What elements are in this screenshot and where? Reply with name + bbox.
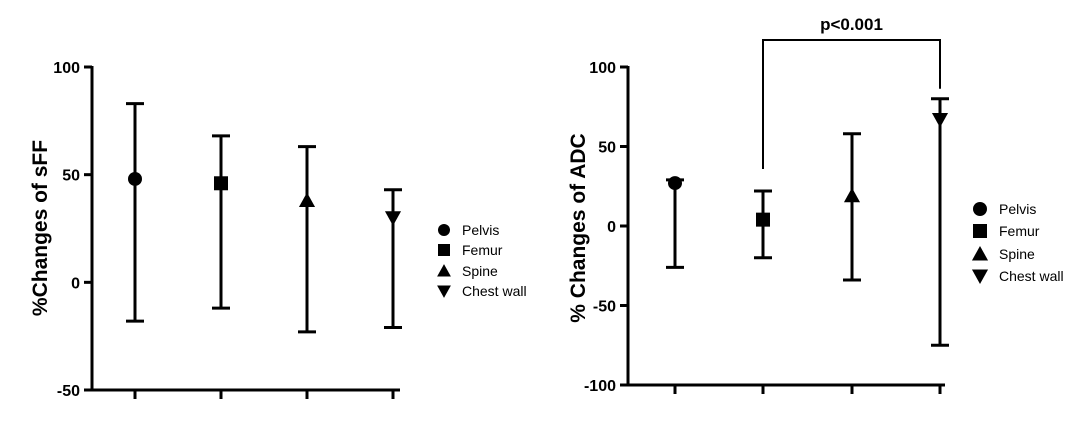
adc-point-spine: [843, 132, 861, 282]
adc-marker-femur: [756, 212, 770, 227]
sff-legend-label-chest-wall: Chest wall: [462, 283, 527, 299]
adc-legend-label-chest-wall: Chest wall: [999, 268, 1064, 284]
sff-point-pelvis: [126, 102, 144, 323]
adc-legend-label-pelvis: Pelvis: [999, 201, 1036, 217]
adc-marker-pelvis: [668, 176, 682, 191]
sff-y-tick-label-50: -50: [57, 383, 80, 400]
sff-point-chest-wall: [384, 188, 402, 330]
sff-marker-spine: [298, 192, 316, 207]
sff-legend-label-femur: Femur: [462, 242, 503, 258]
adc-significance-bracket: p<0.001: [762, 15, 941, 170]
sff-marker-pelvis: [128, 171, 142, 186]
sff-y-tick-label-0: 0: [71, 275, 80, 292]
sff-point-spine: [298, 145, 316, 334]
adc-legend: Pelvis Femur Spine Chest wall: [971, 201, 1064, 285]
chart-sff: -50 0 50 100 %Changes of sFF Pelvis Femur Spine…: [29, 60, 527, 400]
sff-legend-label-pelvis: Pelvis: [462, 222, 499, 238]
sff-legend-marker-femur: [438, 244, 450, 256]
adc-marker-chest-wall: [931, 113, 949, 128]
adc-marker-spine: [843, 187, 861, 203]
adc-y-tick-label-50: -50: [593, 299, 616, 316]
adc-point-pelvis: [666, 176, 684, 269]
adc-point-chest-wall: [931, 97, 949, 347]
sff-legend: Pelvis Femur Spine Chest wall: [437, 222, 527, 299]
adc-legend-marker-spine: [971, 245, 989, 261]
adc-legend-marker-femur: [973, 224, 987, 238]
sff-marker-femur: [214, 176, 228, 191]
adc-y-tick-label-50: 50: [598, 140, 616, 157]
adc-y-axis-title: % Changes of ADC: [567, 133, 590, 322]
chart-adc: -100 -50 0 50 100 % Changes of ADC Pelvis Femur…: [567, 15, 1064, 395]
sff-y-tick-label-100: 100: [53, 60, 80, 77]
sff-marker-chest-wall: [384, 211, 402, 226]
sff-legend-label-spine: Spine: [462, 263, 498, 279]
sff-point-femur: [212, 134, 230, 310]
sff-legend-marker-spine: [437, 264, 451, 277]
adc-legend-marker-chest-wall: [971, 269, 989, 285]
adc-significance-line: [762, 39, 941, 170]
adc-legend-marker-pelvis: [973, 202, 987, 216]
adc-y-tick-label-0: 0: [607, 219, 616, 236]
adc-y-tick-label-100: 100: [589, 60, 616, 77]
adc-point-femur: [754, 189, 772, 260]
sff-y-tick-label-50: 50: [62, 168, 80, 185]
sff-y-axis-title: %Changes of sFF: [29, 140, 52, 316]
sff-legend-marker-chest-wall: [437, 285, 451, 298]
adc-legend-label-femur: Femur: [999, 223, 1040, 239]
adc-significance-label: p<0.001: [820, 15, 883, 34]
adc-legend-label-spine: Spine: [999, 246, 1035, 262]
adc-y-tick-label-100: -100: [584, 378, 616, 395]
sff-legend-marker-pelvis: [438, 224, 450, 236]
